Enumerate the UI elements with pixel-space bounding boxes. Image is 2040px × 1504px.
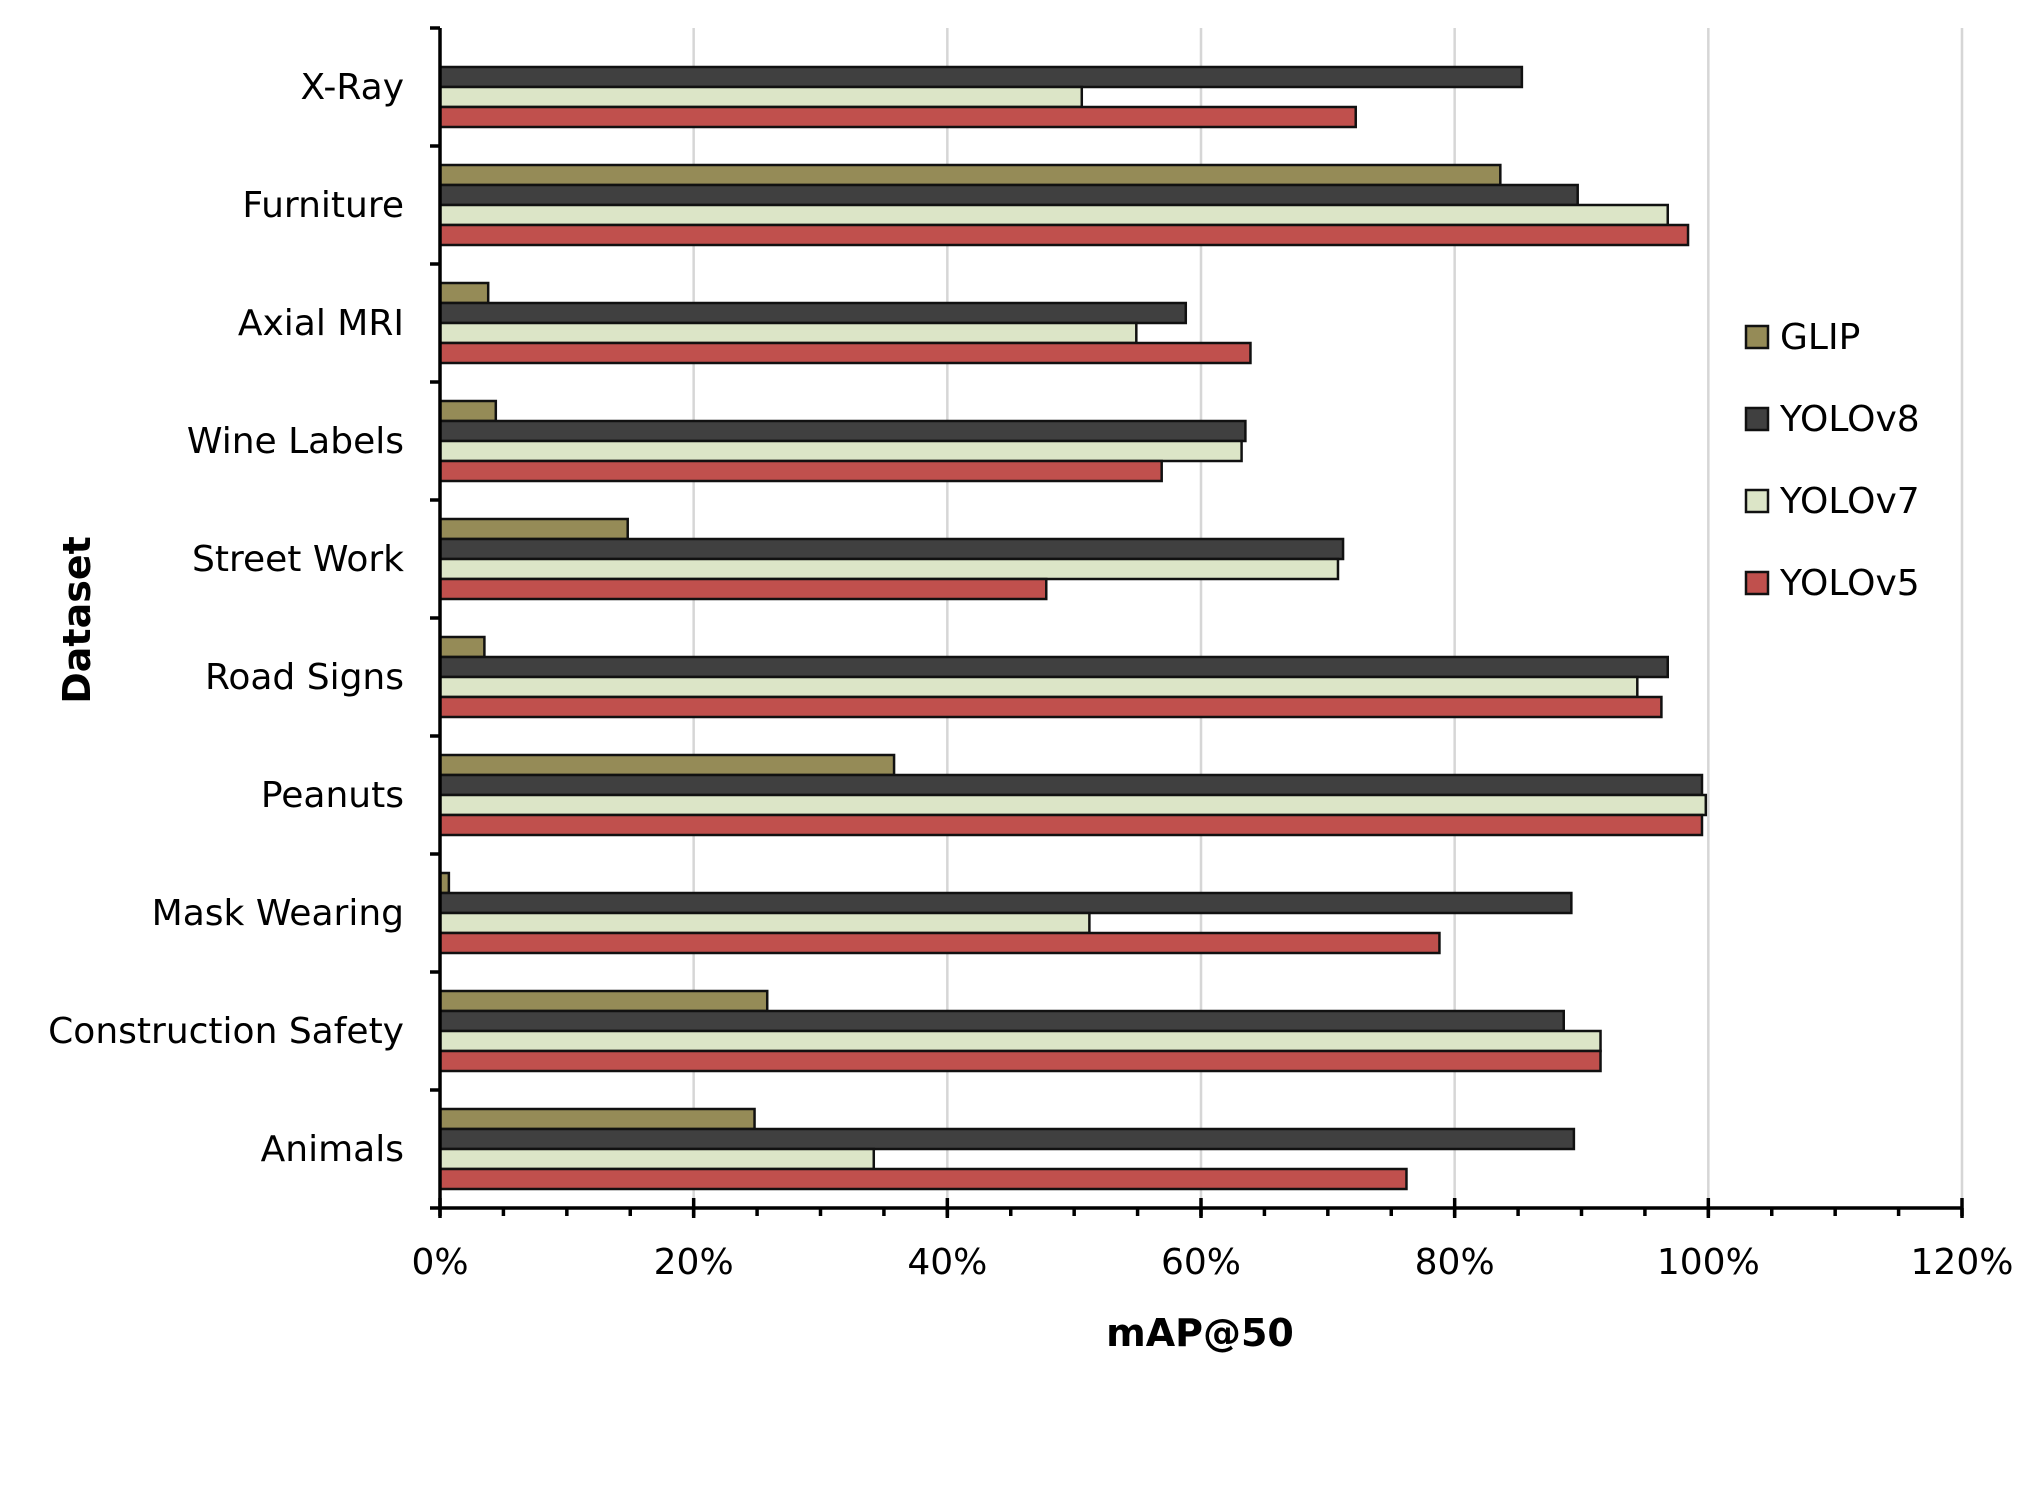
bar-yolov7-0 — [438, 85, 1084, 109]
bar-yolov8-9 — [438, 1127, 1576, 1151]
category-label: Animals — [261, 1129, 404, 1170]
bar-yolov7-3 — [438, 439, 1243, 463]
category-label: Peanuts — [261, 775, 404, 816]
bar-yolov7-4 — [438, 557, 1340, 581]
bar-yolov5-3 — [438, 459, 1163, 483]
legend-swatch-yolov5 — [1744, 570, 1770, 596]
bar-yolov8-1 — [438, 183, 1579, 207]
bar-glip-6 — [438, 753, 896, 777]
legend: GLIP YOLOv8 YOLOv7 YOLOv5 — [1744, 317, 1920, 604]
bar-glip-8 — [438, 989, 769, 1013]
bar-yolov8-7 — [438, 891, 1573, 915]
bar-glip-1 — [438, 163, 1502, 187]
bar-yolov8-0 — [438, 65, 1524, 89]
legend-label-yolov7: YOLOv7 — [1779, 481, 1920, 522]
bar-yolov8-4 — [438, 537, 1345, 561]
legend-label-yolov5: YOLOv5 — [1779, 563, 1920, 604]
category-label: Road Signs — [205, 657, 404, 698]
bar-glip-5 — [438, 635, 486, 659]
bar-glip-9 — [438, 1107, 756, 1131]
x-axis-title: mAP@50 — [1106, 1311, 1294, 1355]
x-tick-label: 80% — [1415, 1242, 1495, 1283]
category-label: Furniture — [242, 185, 404, 226]
category-label: Wine Labels — [187, 421, 404, 462]
bar-yolov7-5 — [438, 675, 1639, 699]
bar-yolov5-8 — [438, 1049, 1602, 1073]
bar-yolov8-5 — [438, 655, 1669, 679]
bar-yolov5-4 — [438, 577, 1048, 601]
bar-yolov7-7 — [438, 911, 1091, 935]
x-tick-label: 0% — [411, 1242, 468, 1283]
legend-swatch-yolov7 — [1744, 488, 1770, 514]
bar-yolov8-2 — [438, 301, 1188, 325]
x-tick-label: 40% — [907, 1242, 987, 1283]
bar-yolov5-7 — [438, 931, 1441, 955]
bar-yolov5-9 — [438, 1167, 1408, 1191]
bar-yolov5-5 — [438, 695, 1663, 719]
x-tick-label: 20% — [654, 1242, 734, 1283]
labels: 0% 20% 40% 60% 80% 100% 120% X-Ray Furniture Axia… — [48, 67, 2013, 1283]
legend-swatch-yolov8 — [1744, 406, 1770, 432]
bar-yolov8-3 — [438, 419, 1247, 443]
category-label: Mask Wearing — [152, 893, 404, 934]
axes — [430, 26, 1964, 1218]
bar-yolov8-8 — [438, 1009, 1565, 1033]
legend-label-yolov8: YOLOv8 — [1779, 399, 1920, 440]
bar-glip-3 — [438, 399, 498, 423]
x-tick-label: 120% — [1911, 1242, 2014, 1283]
bar-glip-2 — [438, 281, 490, 305]
legend-label-glip: GLIP — [1780, 317, 1860, 358]
category-label: X-Ray — [301, 67, 404, 108]
x-tick-label: 100% — [1657, 1242, 1760, 1283]
bar-yolov5-1 — [438, 223, 1690, 247]
bar-yolov7-8 — [438, 1029, 1602, 1053]
bar-yolov7-6 — [438, 793, 1708, 817]
category-label: Street Work — [192, 539, 404, 580]
category-label: Construction Safety — [48, 1011, 404, 1052]
bars — [438, 65, 1708, 1191]
bar-yolov5-6 — [438, 813, 1704, 837]
category-label: Axial MRI — [238, 303, 404, 344]
bar-yolov8-6 — [438, 773, 1704, 797]
bar-yolov7-1 — [438, 203, 1669, 227]
legend-swatch-glip — [1744, 324, 1770, 350]
x-tick-label: 60% — [1161, 1242, 1241, 1283]
bar-yolov5-2 — [438, 341, 1252, 365]
bar-glip-4 — [438, 517, 629, 541]
bar-yolov5-0 — [438, 105, 1357, 129]
bar-yolov7-2 — [438, 321, 1138, 345]
y-axis-title: Dataset — [55, 536, 99, 704]
bar-yolov7-9 — [438, 1147, 876, 1171]
